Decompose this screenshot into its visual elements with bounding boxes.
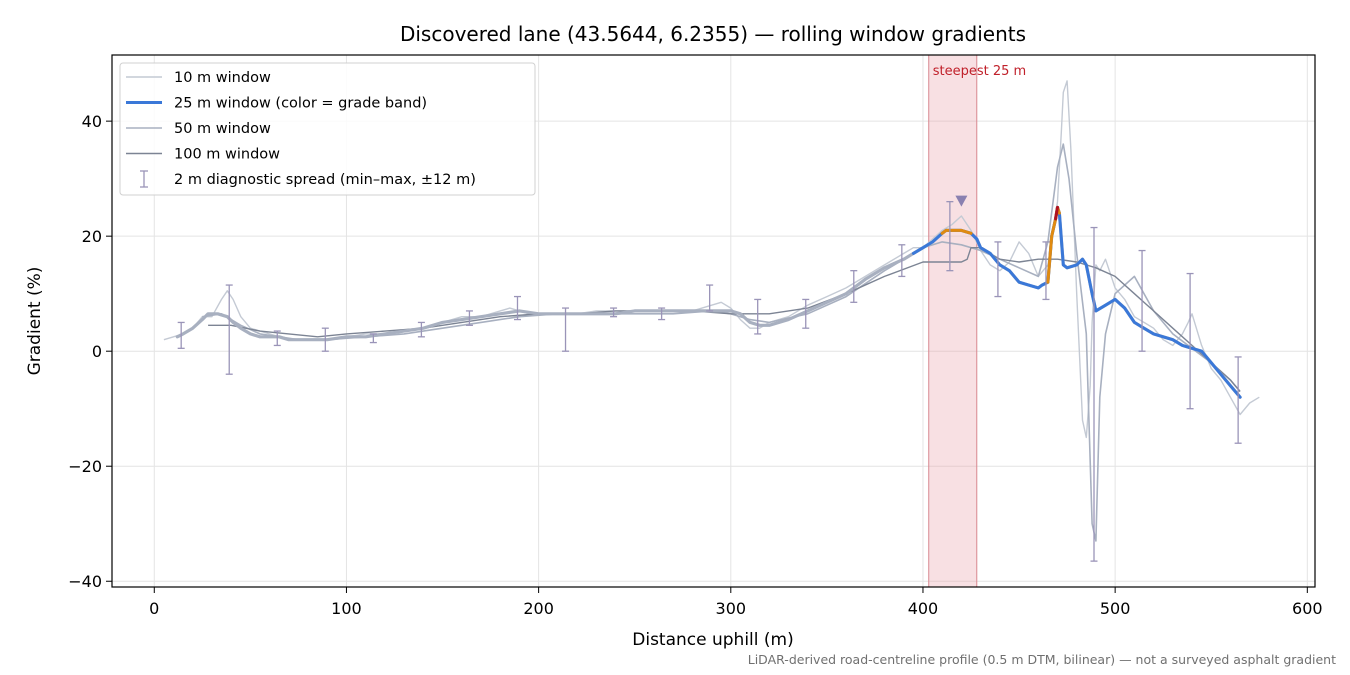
x-tick-label: 0: [149, 599, 159, 618]
x-tick-label: 500: [1100, 599, 1131, 618]
spread-bar: [1186, 272, 1194, 410]
x-tick-label: 600: [1292, 599, 1323, 618]
footnote: LiDAR-derived road-centreline profile (0…: [748, 652, 1336, 667]
spread-bar: [658, 307, 666, 321]
spread-bar: [802, 298, 810, 329]
steepest-band-label: steepest 25 m: [933, 64, 1026, 79]
legend: 10 m window 25 m window (color = grade ba…: [119, 62, 536, 196]
legend-item: 25 m window (color = grade band): [126, 96, 427, 112]
legend-item: 100 m window: [126, 147, 280, 163]
legend-label: 10 m window: [174, 70, 271, 86]
grid: [112, 55, 1315, 587]
spread-bar: [994, 241, 1002, 298]
y-tick-label: −20: [68, 457, 102, 476]
series-25m-grade-band: [1054, 205, 1059, 221]
spread-bar: [1042, 241, 1050, 301]
legend-item: 50 m window: [126, 121, 271, 137]
peak-marker: [955, 195, 968, 207]
steepest-band: [928, 54, 978, 588]
spread-bar: [273, 330, 281, 347]
spread-bar: [513, 295, 521, 321]
series-w50: [202, 143, 1241, 542]
y-axis: −40 −20 0 20 40: [68, 112, 112, 591]
legend-label: 50 m window: [174, 121, 271, 137]
y-tick-label: −40: [68, 572, 102, 591]
series-layer: [163, 80, 1260, 542]
legend-item: 10 m window: [126, 70, 271, 86]
spread-bar: [177, 321, 185, 349]
x-tick-label: 100: [331, 599, 362, 618]
spread-bar: [369, 333, 377, 344]
spread-bar: [946, 201, 954, 272]
x-axis: 0 100 200 300 400 500 600: [149, 587, 1323, 618]
series-25m-grade-band: [940, 228, 973, 235]
spread-bar: [1234, 356, 1242, 444]
spread-bar: [1138, 249, 1146, 352]
x-tick-label: 200: [523, 599, 554, 618]
spread-layer: [177, 201, 1242, 562]
x-tick-label: 300: [716, 599, 747, 618]
legend-item: 2 m diagnostic spread (min–max, ±12 m): [140, 170, 476, 188]
spread-bar: [562, 307, 570, 352]
y-tick-label: 40: [82, 112, 102, 131]
spread-bar: [754, 298, 762, 335]
y-tick-label: 20: [82, 227, 102, 246]
x-tick-label: 400: [908, 599, 939, 618]
spread-bar: [610, 307, 618, 318]
spread-bar: [417, 321, 425, 338]
spread-bar: [465, 310, 473, 326]
plot-area: steepest 25 m: [111, 54, 1316, 588]
legend-label: 25 m window (color = grade band): [174, 96, 427, 112]
legend-box: [119, 62, 536, 196]
spread-bar: [898, 244, 906, 278]
x-axis-label: Distance uphill (m): [632, 630, 793, 650]
spread-bar: [706, 284, 714, 312]
plot-frame: [111, 54, 1316, 588]
chart-title: Discovered lane (43.5644, 6.2355) — roll…: [400, 22, 1026, 46]
y-axis-label: Gradient (%): [25, 267, 45, 376]
spread-bar: [1090, 226, 1098, 562]
spread-bar: [850, 270, 858, 303]
legend-label: 100 m window: [174, 147, 280, 163]
legend-label: 2 m diagnostic spread (min–max, ±12 m): [174, 172, 476, 188]
spread-bar: [321, 327, 329, 352]
y-tick-label: 0: [92, 342, 102, 361]
spread-bar: [225, 284, 233, 375]
